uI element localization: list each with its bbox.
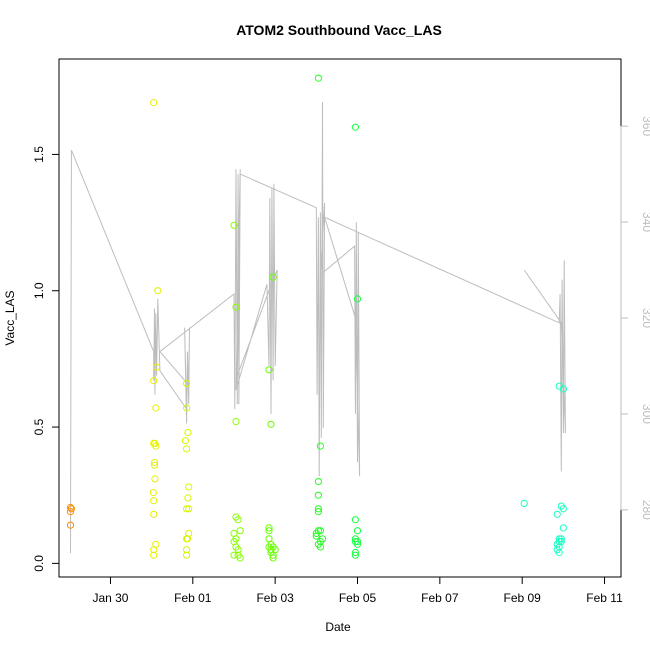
- y-axis-left: 0.0 0.5 1.0 1.5: [32, 146, 60, 572]
- data-point: [314, 478, 322, 486]
- data-point: [316, 527, 324, 535]
- data-point: [265, 524, 273, 532]
- plot-frame: [58, 58, 622, 578]
- data-point: [553, 510, 561, 518]
- data-point: [232, 303, 240, 311]
- y2-tick-label: 280: [640, 500, 650, 520]
- data-point: [351, 516, 359, 524]
- y2-tick-label: 320: [640, 308, 650, 328]
- line-series-layer: [70, 102, 566, 554]
- data-point: [314, 74, 322, 82]
- x-tick-label: Feb 05: [339, 591, 377, 605]
- y2-tick-label: 300: [640, 404, 650, 424]
- data-point: [314, 508, 322, 516]
- line-series: [70, 102, 566, 554]
- data-point: [150, 99, 158, 107]
- data-point: [559, 385, 568, 393]
- data-point: [353, 527, 362, 535]
- point-series-layer: [66, 74, 568, 562]
- data-point: [183, 445, 191, 453]
- data-point: [236, 554, 244, 562]
- data-point: [150, 461, 159, 469]
- data-point: [66, 503, 75, 512]
- x-axis: Jan 30 Feb 01 Feb 03 Feb 05 Feb 07 Feb 09 Feb …: [92, 576, 623, 605]
- chart-title: ATOM2 Southbound Vacc_LAS: [236, 22, 442, 38]
- data-point: [559, 505, 568, 513]
- data-point: [520, 499, 528, 507]
- y2-tick-label: 360: [640, 116, 650, 136]
- data-point: [185, 505, 193, 513]
- data-point: [232, 418, 240, 426]
- data-point: [183, 404, 191, 412]
- data-point: [150, 458, 159, 467]
- data-point: [234, 516, 242, 524]
- data-point: [183, 505, 191, 513]
- x-tick-label: Feb 03: [256, 591, 294, 605]
- y-axis-right: 280 300 320 340 360: [620, 116, 650, 520]
- data-point: [150, 497, 158, 505]
- data-point: [152, 442, 160, 450]
- data-point: [150, 377, 158, 385]
- data-point: [314, 491, 322, 499]
- data-point: [154, 287, 162, 295]
- data-point: [183, 546, 191, 554]
- data-point: [267, 420, 275, 428]
- y-tick-label: 1.0: [32, 282, 46, 299]
- data-point: [265, 527, 273, 535]
- data-point: [351, 551, 359, 559]
- data-point: [555, 548, 563, 557]
- data-point: [185, 483, 193, 491]
- x-tick-label: Jan 30: [92, 591, 128, 605]
- data-point: [314, 505, 322, 513]
- data-point: [316, 442, 324, 450]
- x-tick-label: Feb 11: [586, 591, 623, 605]
- data-point: [271, 546, 279, 554]
- data-point: [230, 221, 238, 229]
- data-point: [265, 543, 273, 551]
- y-tick-label: 1.5: [32, 146, 46, 163]
- data-point: [351, 123, 359, 131]
- x-tick-label: Feb 07: [421, 591, 459, 605]
- data-point: [151, 475, 159, 483]
- data-point: [312, 532, 320, 540]
- data-point: [353, 295, 362, 303]
- data-point: [269, 554, 277, 562]
- y-axis-label: Vacc_LAS: [3, 290, 17, 345]
- y2-tick-label: 340: [640, 212, 650, 232]
- data-point: [184, 494, 192, 502]
- data-point: [269, 273, 277, 281]
- data-point: [67, 505, 76, 513]
- data-point: [183, 551, 191, 559]
- data-point: [236, 527, 244, 535]
- data-point: [351, 548, 359, 557]
- x-tick-label: Feb 01: [174, 591, 212, 605]
- x-axis-label: Date: [325, 620, 351, 634]
- data-point: [149, 488, 157, 497]
- x-tick-label: Feb 09: [504, 591, 542, 605]
- data-point: [152, 404, 160, 412]
- data-point: [183, 379, 191, 387]
- data-point: [66, 521, 75, 529]
- data-point: [318, 535, 327, 543]
- data-point: [234, 546, 242, 554]
- data-point: [353, 538, 362, 546]
- data-point: [559, 524, 568, 532]
- data-point: [183, 535, 192, 543]
- data-point: [150, 551, 158, 559]
- data-point: [265, 366, 273, 374]
- y-tick-label: 0.0: [32, 555, 46, 572]
- y-tick-label: 0.5: [32, 418, 46, 435]
- data-point: [185, 529, 193, 538]
- data-point: [150, 510, 158, 518]
- data-point: [353, 540, 362, 548]
- data-point: [181, 437, 189, 445]
- data-point: [230, 551, 238, 559]
- data-point: [153, 363, 161, 371]
- data-point: [150, 546, 158, 554]
- data-point: [184, 428, 192, 437]
- data-point: [316, 543, 324, 551]
